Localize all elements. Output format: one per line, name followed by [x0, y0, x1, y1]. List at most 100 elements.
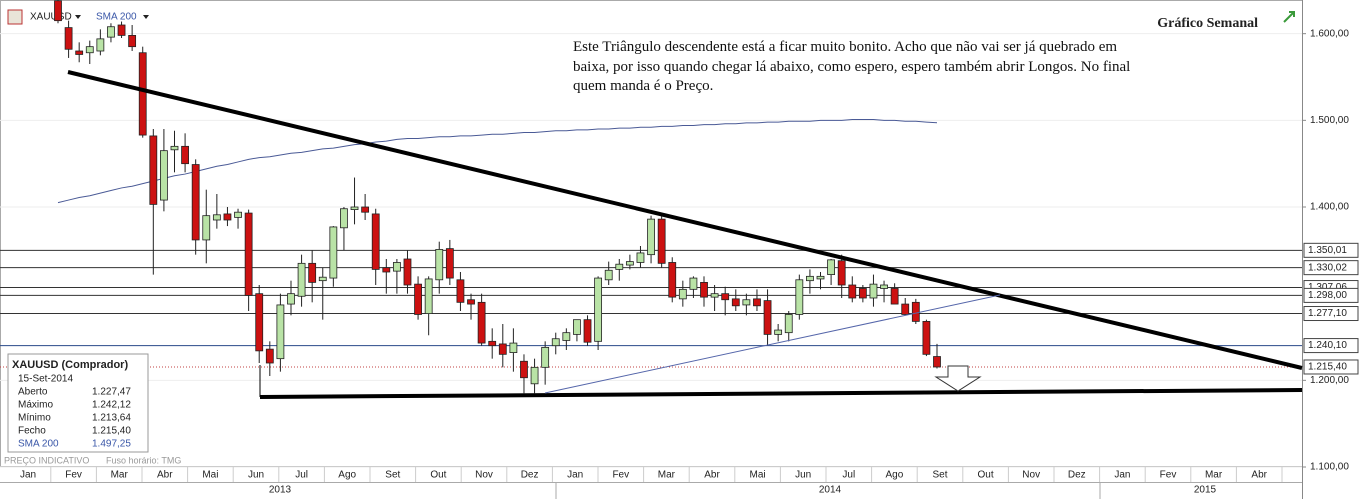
candle-body [594, 277, 603, 342]
candle-body [488, 340, 497, 347]
candle-body [837, 260, 846, 286]
candle-body [657, 218, 666, 264]
candle-body [297, 262, 306, 297]
candle-body [308, 262, 317, 283]
candle-body [382, 267, 391, 273]
x-tick-label: Jan [20, 470, 36, 481]
info-box: XAUUSD (Comprador) 15-Set-2014 Aberto 1.227… [7, 353, 149, 453]
level-box [1303, 242, 1359, 258]
candle-body [350, 206, 359, 210]
sma-line [57, 118, 938, 204]
candle-body [583, 319, 592, 343]
info-frame [7, 353, 149, 453]
channel-line [544, 294, 1001, 394]
x-tick-label: Abr [704, 470, 720, 481]
y-tick-label: 1.200,00 [1310, 375, 1349, 386]
year-label: 2014 [819, 485, 842, 496]
x-tick-label: Jan [1114, 470, 1130, 481]
candle-body [689, 277, 698, 290]
annotation-line: baixa, por isso quando chegar lá abaixo,… [573, 58, 1131, 75]
trend-icon [1283, 11, 1295, 23]
x-tick-label: Mar [1205, 470, 1223, 481]
toolbar-icon[interactable] [7, 9, 23, 25]
candle-body [880, 284, 888, 289]
candle-body [763, 300, 772, 335]
candle-body [858, 288, 867, 299]
candle-body [784, 314, 793, 334]
candle-body [816, 275, 825, 280]
x-tick-label: Abr [157, 470, 173, 481]
toolbar-symbol[interactable]: XAUUSD [30, 12, 72, 23]
candle-body [403, 258, 412, 286]
candle-body [890, 288, 899, 305]
candle-body [520, 360, 528, 379]
trend-line [67, 70, 1303, 370]
level-box [1303, 306, 1359, 322]
y-tick-label: 1.400,00 [1310, 202, 1349, 213]
info-label: Mínimo [18, 413, 51, 424]
candle-body [795, 279, 804, 315]
candle-body [710, 293, 719, 298]
candle-body [625, 261, 634, 266]
info-date: 15-Set-2014 [18, 374, 73, 385]
dropdown-arrow[interactable] [75, 15, 81, 19]
x-tick-label: Mai [750, 470, 766, 481]
candle-body [848, 284, 857, 299]
candle-body [160, 150, 168, 201]
x-tick-label: Jul [842, 470, 855, 481]
candle-body [541, 346, 550, 368]
down-arrow [934, 365, 982, 392]
candle-body [530, 366, 539, 385]
level-label: 1.330,02 [1308, 262, 1347, 273]
y-tick-label: 1.500,00 [1310, 115, 1349, 126]
info-value: 1.215,40 [92, 426, 131, 437]
candle-body [128, 35, 137, 48]
toolbar-indicator[interactable]: SMA 200 [96, 12, 137, 23]
x-tick-label: Set [932, 470, 947, 481]
x-tick-label: Jun [248, 470, 264, 481]
candle-body [414, 283, 422, 315]
candle-body [731, 298, 740, 307]
candle-body [721, 293, 730, 301]
candle-body [753, 298, 761, 307]
level-label: 1.298,00 [1308, 290, 1347, 301]
candle-body [340, 208, 348, 229]
y-tick-label: 1.100,00 [1310, 462, 1349, 473]
info-title: XAUUSD (Comprador) [12, 359, 128, 371]
x-tick-label: Jul [295, 470, 308, 481]
candle-body [85, 46, 94, 54]
x-tick-label: Ago [886, 470, 904, 481]
level-box [1303, 359, 1359, 375]
x-tick-label: Dez [521, 470, 539, 481]
dropdown-arrow[interactable] [143, 15, 149, 19]
candle-body [647, 218, 655, 256]
level-box [1303, 260, 1359, 276]
x-tick-label: Nov [475, 470, 493, 481]
candle-body [138, 52, 147, 136]
candle-body [244, 212, 253, 296]
candle-body [223, 213, 232, 221]
level-label: 1.350,01 [1308, 245, 1347, 256]
x-tick-label: Out [978, 470, 994, 481]
level-label: 1.215,40 [1308, 362, 1347, 373]
y-tick-label: 1.600,00 [1310, 28, 1349, 39]
candle-body [64, 27, 73, 50]
x-tick-label: Jun [795, 470, 811, 481]
x-tick-label: Mai [202, 470, 218, 481]
level-box [1303, 287, 1359, 303]
candle-body [445, 248, 454, 279]
candle-body [869, 283, 878, 299]
candle-body [234, 211, 242, 218]
candle-body [901, 303, 910, 315]
candle-body [191, 164, 200, 241]
x-tick-label: Fev [1160, 470, 1177, 481]
level-label: 1.277,10 [1308, 308, 1347, 319]
candle-body [827, 259, 835, 276]
candle-body [181, 145, 189, 165]
level-label: 1.240,10 [1308, 340, 1347, 351]
x-tick-label: Ago [338, 470, 356, 481]
annotation-line: quem manda é o Preço. [573, 78, 714, 94]
candle-body [54, 0, 62, 22]
info-label: SMA 200 [18, 439, 59, 450]
